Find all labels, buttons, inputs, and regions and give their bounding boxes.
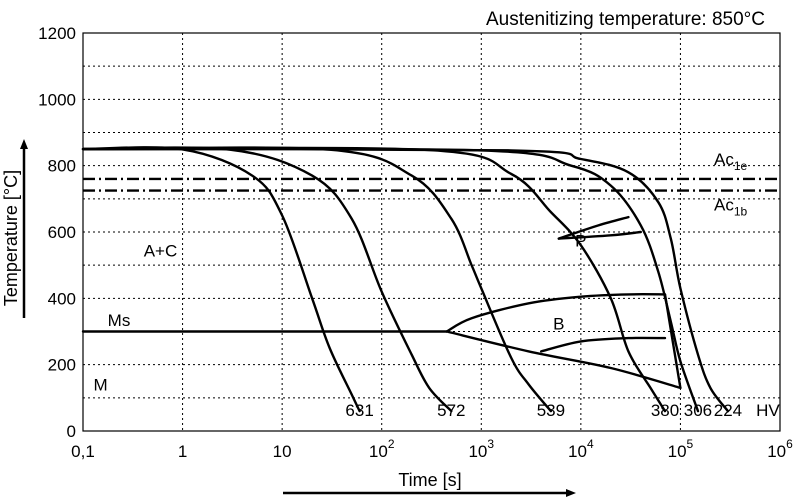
- x-tick-label: 0,1: [71, 442, 95, 461]
- x-tick-label: 106: [767, 437, 793, 461]
- x-axis-title: Time [s]: [398, 470, 461, 490]
- ac-lines: [83, 177, 780, 192]
- x-tick-label: 102: [369, 437, 395, 461]
- y-axis-title: Temperature [°C]: [1, 170, 21, 306]
- x-tick-labels: 0,1 1 10 102 103 104 105 106: [71, 437, 793, 461]
- cooling-curve: [81, 146, 667, 413]
- ac-label: Ac1b: [714, 196, 748, 219]
- hardness-label: 572: [437, 401, 465, 420]
- hardness-label: 306: [684, 401, 712, 420]
- cooling-curve: [81, 146, 361, 413]
- region-bainite-inner: [540, 336, 667, 353]
- annotations: 631 572 539 380 306 224 HV A+C Ms M B P Ac1e Ac1b: [93, 150, 780, 420]
- region-bainite-upper: [445, 293, 667, 333]
- x-tick-label: 105: [668, 437, 694, 461]
- y-tick-label: 200: [48, 356, 76, 375]
- hardness-label: 631: [345, 401, 373, 420]
- y-tick-label: 600: [48, 223, 76, 242]
- hardness-label: 380: [651, 401, 679, 420]
- y-tick-labels: 0 200 400 600 800 1000 1200: [38, 24, 76, 441]
- y-tick-label: 400: [48, 289, 76, 308]
- hardness-label: 224: [714, 401, 742, 420]
- y-tick-label: 0: [67, 422, 76, 441]
- grid-layer: [83, 33, 780, 431]
- y-tick-label: 800: [48, 157, 76, 176]
- label-ms: Ms: [108, 311, 131, 330]
- ac-label: Ac1e: [714, 150, 748, 173]
- region-pearlite-end: [557, 230, 642, 240]
- cooling-curves: [81, 146, 730, 413]
- hardness-label: 539: [537, 401, 565, 420]
- cooling-curve: [81, 146, 553, 413]
- x-tick-label: 103: [468, 437, 494, 461]
- chart-title: Austenitizing temperature: 850°C: [486, 9, 765, 30]
- hardness-unit-label: HV: [756, 401, 780, 420]
- plot-frame: [82, 32, 781, 432]
- region-bainite-end: [663, 293, 682, 390]
- cooling-curve: [81, 147, 730, 413]
- x-tick-label: 1: [178, 442, 187, 461]
- label-p: P: [575, 231, 586, 250]
- label-m: M: [93, 376, 107, 395]
- x-tick-label: 104: [568, 437, 594, 461]
- label-b: B: [553, 314, 564, 333]
- x-tick-label: 10: [273, 442, 292, 461]
- cooling-curve: [81, 147, 700, 413]
- label-a-plus-c: A+C: [144, 241, 178, 260]
- region-bainite-lower: [445, 330, 682, 390]
- y-tick-label: 1000: [38, 90, 76, 109]
- y-tick-label: 1200: [38, 24, 76, 43]
- region-pearlite-start: [557, 215, 630, 240]
- transformation-regions: [81, 215, 682, 390]
